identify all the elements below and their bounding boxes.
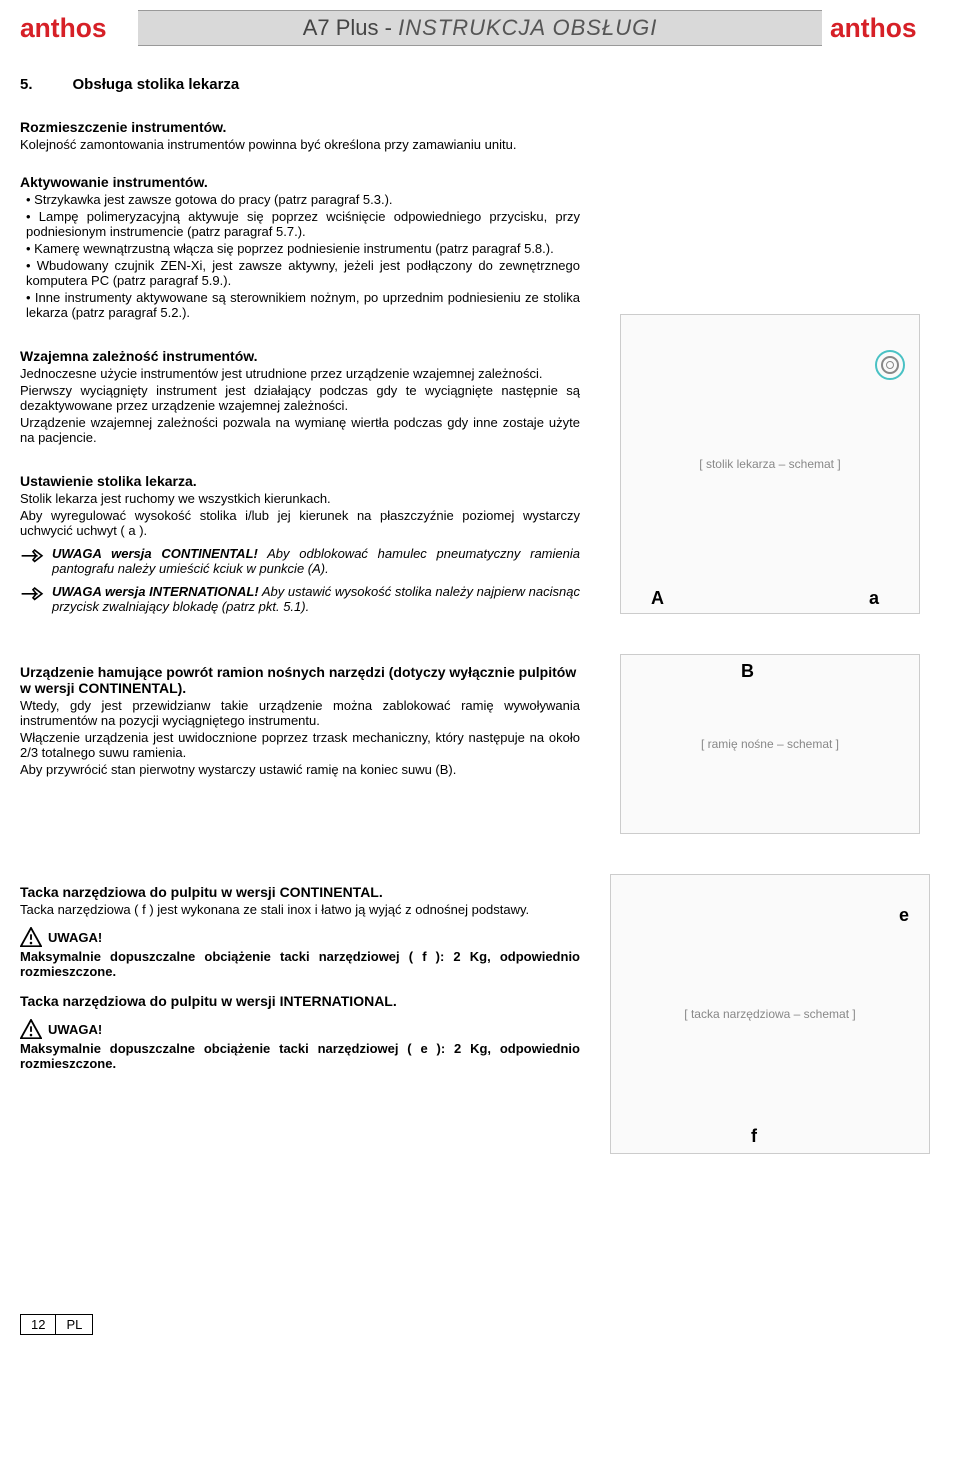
diagram-label-f: f — [751, 1126, 757, 1147]
block4-para: Stolik lekarza jest ruchomy we wszystkic… — [20, 491, 580, 506]
diagram-alt: [ ramię nośne – schemat ] — [701, 737, 839, 751]
diagram-label-A: A — [651, 588, 664, 609]
note-bold: UWAGA wersja CONTINENTAL! — [52, 546, 258, 561]
row-2-text: Urządzenie hamujące powrót ramion nośnyc… — [20, 654, 580, 834]
block1-subhead: Rozmieszczenie instrumentów. — [20, 119, 580, 135]
block6-subhead2: Tacka narzędziowa do pulpitu w wersji IN… — [20, 993, 580, 1009]
block4-para: Aby wyregulować wysokość stolika i/lub j… — [20, 508, 580, 538]
diagram-2: [ ramię nośne – schemat ] B — [620, 654, 920, 834]
diagram-alt: [ tacka narzędziowa – schemat ] — [684, 1007, 855, 1021]
bullet-item: Strzykawka jest zawsze gotowa do pracy (… — [26, 192, 580, 207]
warn-body-1: Maksymalnie dopuszczalne obciążenie tack… — [20, 949, 580, 979]
header-title-sep: - — [379, 15, 399, 40]
diagram-3: [ tacka narzędziowa – schemat ] e f — [610, 874, 930, 1154]
target-icon — [875, 350, 905, 380]
block6-para1: Tacka narzędziowa ( f ) jest wykonana ze… — [20, 902, 580, 917]
block3-subhead: Wzajemna zależność instrumentów. — [20, 348, 580, 364]
header-title-main: A7 Plus — [303, 15, 379, 40]
row-2: Urządzenie hamujące powrót ramion nośnyc… — [20, 654, 940, 834]
diagram-alt: [ stolik lekarza – schemat ] — [699, 457, 840, 471]
logo-text: anthos — [830, 13, 917, 43]
block1-para: Kolejność zamontowania instrumentów powi… — [20, 137, 580, 152]
section-number: 5. — [20, 76, 33, 93]
diagram-label-B: B — [741, 661, 754, 682]
note-bold: UWAGA wersja INTERNATIONAL! — [52, 584, 259, 599]
warning-1: UWAGA! — [20, 927, 580, 947]
block5-para: Aby przywrócić stan pierwotny wystarczy … — [20, 762, 580, 777]
page-header: anthos A7 Plus - INSTRUKCJA OBSŁUGI anth… — [20, 10, 940, 46]
warn-body-2: Maksymalnie dopuszczalne obciążenie tack… — [20, 1041, 580, 1071]
page-lang: PL — [56, 1315, 92, 1334]
note-text: UWAGA wersja CONTINENTAL! Aby odblokować… — [52, 546, 580, 576]
diagram-label-e: e — [899, 905, 909, 926]
logo-right: anthos — [830, 11, 940, 45]
block4-subhead: Ustawienie stolika lekarza. — [20, 473, 580, 489]
row-1: Rozmieszczenie instrumentów. Kolejność z… — [20, 109, 940, 614]
block3-para: Jednoczesne użycie instrumentów jest utr… — [20, 366, 580, 381]
row-3-image: [ tacka narzędziowa – schemat ] e f — [600, 874, 940, 1154]
row-1-image: [ stolik lekarza – schemat ] A a — [600, 109, 940, 614]
note-continental: UWAGA wersja CONTINENTAL! Aby odblokować… — [20, 546, 580, 576]
logo-text: anthos — [20, 13, 107, 43]
note-text: UWAGA wersja INTERNATIONAL! Aby ustawić … — [52, 584, 580, 614]
block3-para: Urządzenie wzajemnej zależności pozwala … — [20, 415, 580, 445]
page-number-box: 12 PL — [20, 1314, 93, 1335]
warning-triangle-icon — [20, 927, 42, 947]
row-1-text: Rozmieszczenie instrumentów. Kolejność z… — [20, 109, 580, 614]
diagram-label-a: a — [869, 588, 879, 609]
diagram-1: [ stolik lekarza – schemat ] A a — [620, 314, 920, 614]
warning-triangle-icon — [20, 1019, 42, 1039]
bullet-item: Wbudowany czujnik ZEN-Xi, jest zawsze ak… — [26, 258, 580, 288]
row-3: Tacka narzędziowa do pulpitu w wersji CO… — [20, 874, 940, 1154]
block3-para: Pierwszy wyciągnięty instrument jest dzi… — [20, 383, 580, 413]
note-international: UWAGA wersja INTERNATIONAL! Aby ustawić … — [20, 584, 580, 614]
page-footer: 12 PL — [20, 1314, 940, 1335]
bullet-item: Lampę polimeryzacyjną aktywuje się poprz… — [26, 209, 580, 239]
header-title-bar: A7 Plus - INSTRUKCJA OBSŁUGI — [138, 10, 822, 46]
block2-subhead: Aktywowanie instrumentów. — [20, 174, 580, 190]
hand-point-icon — [20, 546, 46, 566]
block6-subhead1: Tacka narzędziowa do pulpitu w wersji CO… — [20, 884, 580, 900]
block5-subhead: Urządzenie hamujące powrót ramion nośnyc… — [20, 664, 580, 696]
warning-2: UWAGA! — [20, 1019, 580, 1039]
hand-point-icon — [20, 584, 46, 604]
block5-para: Włączenie urządzenia jest uwidocznione p… — [20, 730, 580, 760]
warn-label: UWAGA! — [48, 930, 102, 945]
block2-bullets: Strzykawka jest zawsze gotowa do pracy (… — [20, 192, 580, 320]
section-heading: 5. Obsługa stolika lekarza — [20, 76, 940, 93]
row-3-text: Tacka narzędziowa do pulpitu w wersji CO… — [20, 874, 580, 1154]
section-title: Obsługa stolika lekarza — [73, 76, 240, 93]
block5-para: Wtedy, gdy jest przewidzianw takie urząd… — [20, 698, 580, 728]
bullet-item: Kamerę wewnątrzustną włącza się poprzez … — [26, 241, 580, 256]
header-title-sub: INSTRUKCJA OBSŁUGI — [398, 15, 657, 40]
page-number: 12 — [21, 1315, 56, 1334]
warn-label: UWAGA! — [48, 1022, 102, 1037]
row-2-image: [ ramię nośne – schemat ] B — [600, 654, 940, 834]
bullet-item: Inne instrumenty aktywowane są sterownik… — [26, 290, 580, 320]
logo-left: anthos — [20, 11, 130, 45]
